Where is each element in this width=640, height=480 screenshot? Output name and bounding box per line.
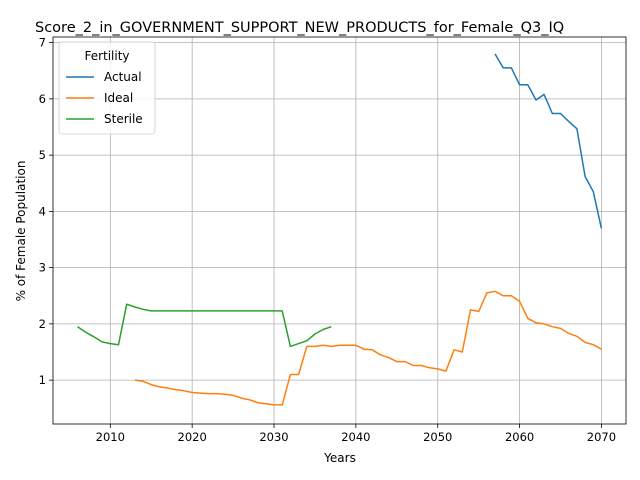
legend-title: Fertility <box>84 49 129 63</box>
y-tick-label: 5 <box>39 148 46 162</box>
x-tick-label: 2010 <box>96 430 125 444</box>
y-tick-label: 3 <box>39 261 46 275</box>
y-axis-label: % of Female Population <box>14 161 28 302</box>
x-tick-label: 2070 <box>587 430 616 444</box>
y-tick-label: 1 <box>39 373 46 387</box>
x-tick-label: 2040 <box>341 430 370 444</box>
y-tick-label: 4 <box>39 204 46 218</box>
legend: Fertility Actual Ideal Sterile <box>58 41 156 135</box>
x-tick-label: 2060 <box>505 430 534 444</box>
legend-label-actual: Actual <box>104 70 142 84</box>
grid-lines <box>53 37 626 424</box>
legend-entries: Actual Ideal Sterile <box>66 70 143 126</box>
y-tick-label: 6 <box>39 92 46 106</box>
plot-frame <box>52 36 627 425</box>
x-tick-label: 2020 <box>178 430 207 444</box>
y-tick-label: 2 <box>39 317 46 331</box>
chart-title: Score_2_in_GOVERNMENT_SUPPORT_NEW_PRODUC… <box>35 20 564 36</box>
legend-box <box>58 41 156 135</box>
x-tick-label: 2050 <box>423 430 452 444</box>
series-line-actual <box>494 53 603 229</box>
y-tick-label: 7 <box>39 36 46 50</box>
series-lines <box>77 53 603 406</box>
axis-ticks: 2010 2020 2030 2040 2050 2060 2070 1 2 3 4 5 6 7 <box>39 36 616 444</box>
x-tick-label: 2030 <box>259 430 288 444</box>
x-axis-label: Years <box>323 451 356 465</box>
series-line-ideal <box>134 290 602 406</box>
series-line-sterile <box>77 303 332 348</box>
legend-label-sterile: Sterile <box>104 112 143 126</box>
legend-label-ideal: Ideal <box>104 91 133 105</box>
